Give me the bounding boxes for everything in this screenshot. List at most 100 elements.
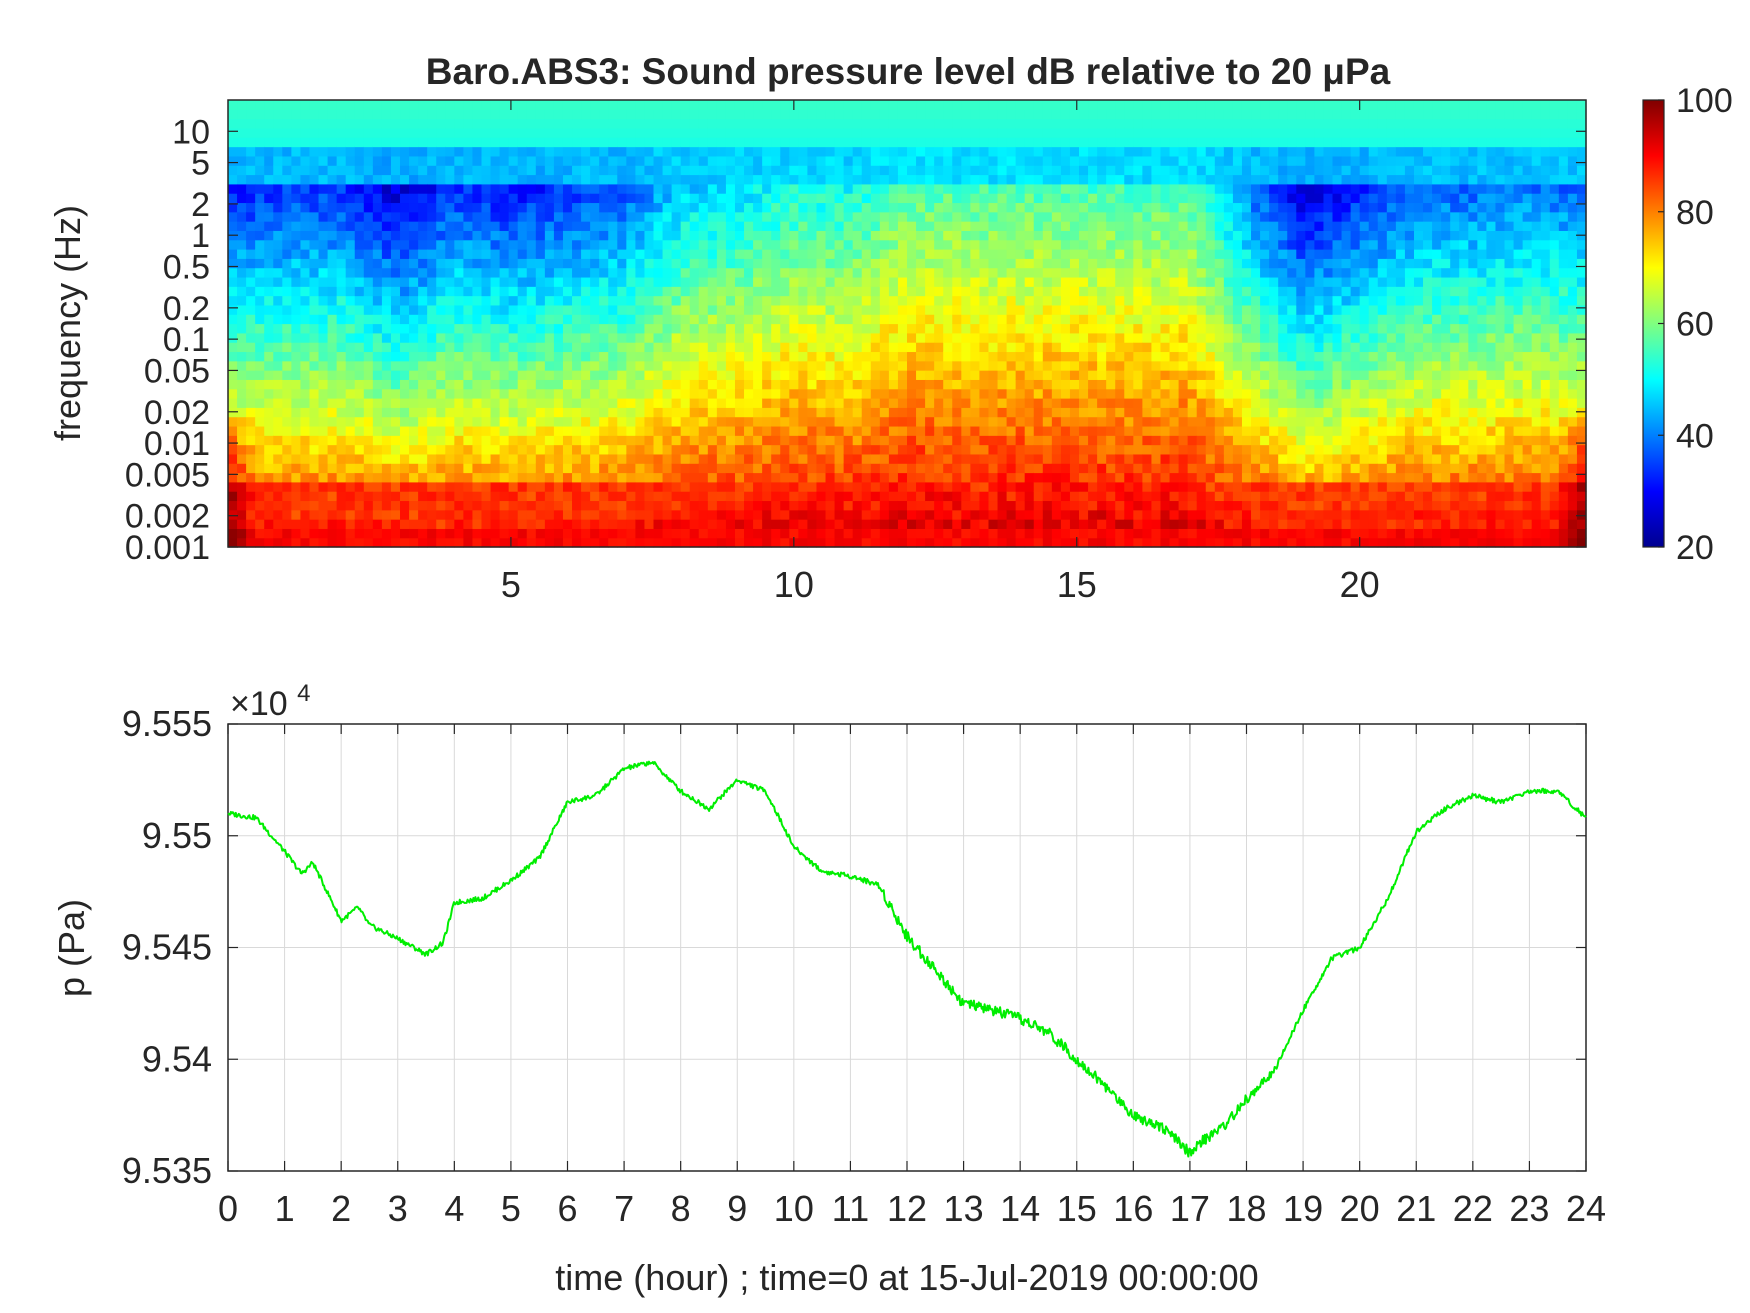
spectrogram-cell bbox=[553, 463, 564, 474]
spectrogram-cell bbox=[282, 444, 292, 455]
spectrogram-cell bbox=[300, 342, 311, 353]
spectrogram-cell bbox=[427, 137, 437, 148]
spectrogram-cell bbox=[888, 519, 899, 529]
spectrogram-cell bbox=[345, 211, 356, 222]
spectrogram-cell bbox=[1151, 295, 1162, 306]
spectrogram-cell bbox=[481, 304, 492, 315]
spectrogram-cell bbox=[427, 295, 437, 306]
spectrogram-cell bbox=[807, 500, 818, 511]
spectrogram-cell bbox=[753, 453, 763, 464]
spectrogram-cell bbox=[409, 276, 419, 287]
spectrogram-cell bbox=[680, 472, 691, 483]
spectrogram-cell bbox=[264, 435, 274, 446]
spectrogram-cell bbox=[1088, 230, 1098, 241]
spectrogram-cell bbox=[1133, 304, 1143, 315]
spectrogram-cell bbox=[870, 267, 881, 278]
spectrogram-cell bbox=[1133, 435, 1143, 446]
spectrogram-cell bbox=[526, 425, 537, 436]
spectrogram-cell bbox=[309, 379, 320, 390]
spectrogram-cell bbox=[381, 165, 392, 176]
spectrogram-cell bbox=[671, 295, 682, 306]
spectrogram-cell bbox=[363, 295, 374, 306]
spectrogram-cell bbox=[608, 528, 618, 539]
spectrogram-cell bbox=[762, 379, 772, 390]
spectrogram-cell bbox=[753, 342, 763, 353]
spectrogram-cell bbox=[662, 193, 673, 204]
spectrogram-cell bbox=[1088, 370, 1098, 380]
spectrogram-cell bbox=[318, 519, 329, 529]
spectrogram-cell bbox=[599, 202, 609, 213]
spectrogram-cell bbox=[535, 342, 546, 353]
spectrogram-cell bbox=[780, 398, 790, 408]
spectrogram-cell bbox=[952, 314, 962, 325]
spectrogram-cell bbox=[418, 453, 428, 464]
spectrogram-cell bbox=[454, 416, 464, 427]
spectrogram-cell bbox=[327, 239, 338, 250]
spectrogram-cell bbox=[463, 323, 474, 334]
spectrogram-cell bbox=[237, 388, 247, 399]
spectrogram-cell bbox=[617, 193, 627, 204]
spectrogram-cell bbox=[1088, 332, 1098, 343]
spectrogram-cell bbox=[1079, 416, 1089, 427]
spectrogram-cell bbox=[1079, 137, 1089, 148]
spectrogram-cell bbox=[336, 453, 347, 464]
spectrogram-cell bbox=[689, 155, 700, 166]
spectrogram-cell bbox=[282, 425, 292, 436]
spectrogram-cell bbox=[1097, 230, 1107, 241]
spectrogram-cell bbox=[481, 435, 492, 446]
spectrogram-cell bbox=[562, 481, 573, 492]
spectrogram-cell bbox=[318, 295, 329, 306]
spectrogram-cell bbox=[264, 537, 274, 548]
spectrogram-cell bbox=[517, 249, 528, 259]
spectrogram-cell bbox=[907, 491, 917, 502]
spectrogram-cell bbox=[644, 444, 655, 455]
spectrogram-cell bbox=[671, 118, 682, 129]
spectrogram-cell bbox=[707, 379, 718, 390]
spectrogram-cell bbox=[526, 249, 537, 259]
spectrogram-cell bbox=[943, 239, 953, 250]
spectrogram-cell bbox=[1024, 202, 1035, 213]
spectrogram-cell bbox=[427, 398, 437, 408]
spectrogram-cell bbox=[617, 332, 627, 343]
spectrogram-cell bbox=[1079, 174, 1089, 185]
spectrogram-cell bbox=[861, 407, 872, 418]
spectrogram-cell bbox=[400, 519, 410, 529]
spectrogram-cell bbox=[753, 249, 763, 259]
spectrogram-cell bbox=[635, 304, 646, 315]
spectrogram-cell bbox=[689, 491, 700, 502]
spectrogram-cell bbox=[734, 146, 745, 157]
spectrogram-cell bbox=[544, 388, 555, 399]
spectrogram-cell bbox=[879, 109, 890, 120]
spectrogram-cell bbox=[246, 295, 256, 306]
spectrogram-cell bbox=[671, 332, 682, 343]
spectrogram-cell bbox=[1024, 537, 1035, 548]
spectrogram-cell bbox=[599, 146, 609, 157]
spectrogram-cell bbox=[1024, 360, 1035, 371]
spectrogram-cell bbox=[1033, 276, 1044, 287]
spectrogram-cell bbox=[562, 174, 573, 185]
spectrogram-cell bbox=[363, 276, 374, 287]
spectrogram-cell bbox=[644, 165, 655, 176]
spectrogram-cell bbox=[925, 342, 935, 353]
spectrogram-cell bbox=[228, 258, 238, 269]
spectrogram-cell bbox=[925, 509, 935, 520]
spectrogram-cell bbox=[771, 314, 781, 325]
spectrogram-cell bbox=[572, 295, 582, 306]
spectrogram-cell bbox=[925, 425, 935, 436]
spectrogram-cell bbox=[409, 146, 419, 157]
spectrogram-cell bbox=[1042, 304, 1053, 315]
spectrogram-cell bbox=[517, 481, 528, 492]
spectrogram-cell bbox=[870, 351, 881, 362]
spectrogram-cell bbox=[834, 174, 845, 185]
spectrogram-cell bbox=[952, 453, 962, 464]
spectrogram-cell bbox=[345, 249, 356, 259]
spectrogram-cell bbox=[436, 109, 446, 120]
spectrogram-cell bbox=[1106, 491, 1116, 502]
spectrogram-cell bbox=[562, 230, 573, 241]
spectrogram-cell bbox=[1088, 193, 1098, 204]
spectrogram-cell bbox=[1151, 100, 1162, 110]
spectrogram-cell bbox=[680, 146, 691, 157]
spectrogram-cell bbox=[599, 100, 609, 110]
spectrogram-cell bbox=[1024, 500, 1035, 511]
spectrogram-cell bbox=[744, 323, 754, 334]
